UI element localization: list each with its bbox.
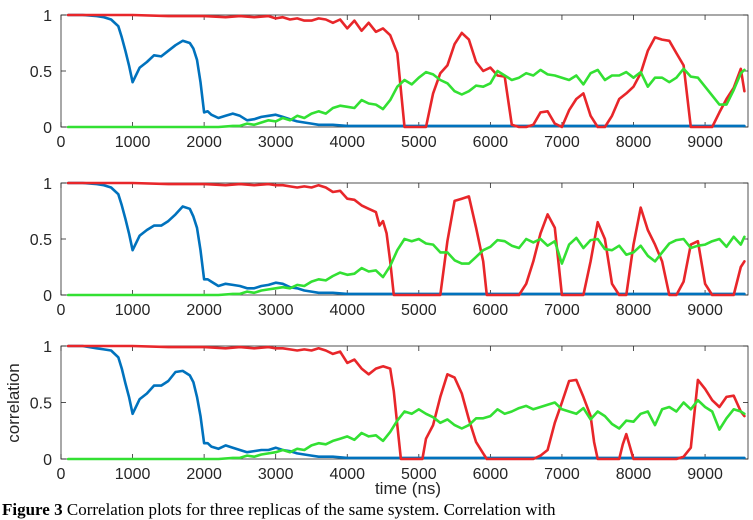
x-tick-label: 7000 [544, 134, 580, 151]
x-tick-label: 9000 [687, 302, 723, 319]
y-tick-label: 1 [43, 8, 52, 25]
y-tick-label: 0 [43, 452, 52, 469]
x-tick-label: 5000 [401, 466, 437, 483]
x-tick-label: 1000 [115, 466, 151, 483]
x-tick-label: 2000 [186, 302, 222, 319]
x-tick-label: 2000 [186, 466, 222, 483]
series-line-blue [66, 181, 746, 296]
y-tick-label: 0 [43, 288, 52, 305]
series-line-blue [66, 13, 746, 128]
x-tick-label: 9000 [687, 134, 723, 151]
series-line-red [66, 344, 746, 461]
panel-replica-3: 0 1000 2000 3000 4000 5000 6000 7000 8000 9000 0 0.… [30, 339, 749, 483]
x-tick-label: 1000 [115, 134, 151, 151]
x-tick-label: 8000 [616, 466, 652, 483]
x-tick-label: 5000 [401, 134, 437, 151]
x-tick-label: 8000 [616, 134, 652, 151]
y-tick-label: 0.5 [30, 64, 52, 81]
series-line-red [66, 13, 746, 129]
x-tick-label: 6000 [473, 134, 509, 151]
x-axis-label: time (ns) [375, 479, 441, 498]
x-tick-label: 3000 [258, 302, 294, 319]
x-tick-label: 9000 [687, 466, 723, 483]
caption-text: Correlation plots for three replicas of … [66, 500, 556, 519]
x-tick-label: 3000 [258, 466, 294, 483]
series-line-green [66, 235, 746, 297]
caption-prefix: Figure 3 [2, 500, 63, 519]
y-axis-label: correlation [4, 363, 23, 442]
x-tick-label: 3000 [258, 134, 294, 151]
x-tick-label: 2000 [186, 134, 222, 151]
y-tick-label: 0.5 [30, 232, 52, 249]
correlation-figure: 0 1000 2000 3000 4000 5000 6000 7000 8000 900000.… [4, 8, 749, 498]
x-tick-label: 5000 [401, 302, 437, 319]
x-tick-label: 6000 [473, 302, 509, 319]
plot-area [60, 14, 749, 128]
y-tick-label: 0 [43, 120, 52, 137]
plot-area [60, 345, 749, 460]
x-tick-label: 1000 [115, 302, 151, 319]
series-line-green [66, 67, 746, 129]
series-line-red [66, 181, 746, 297]
series-line-blue [66, 344, 746, 460]
series-line-green [66, 398, 746, 461]
x-tick-label: 8000 [616, 302, 652, 319]
x-tick-label: 4000 [329, 134, 365, 151]
x-tick-label: 4000 [329, 302, 365, 319]
x-tick-label: 6000 [473, 466, 509, 483]
x-tick-label: 4000 [329, 466, 365, 483]
y-tick-label: 1 [43, 339, 52, 356]
x-tick-label: 0 [57, 134, 66, 151]
panel-replica-2: 0 1000 2000 3000 4000 5000 6000 7000 8000 9000 0 0.… [30, 176, 749, 319]
x-tick-label: 0 [57, 466, 66, 483]
figure-caption: Figure 3 Correlation plots for three rep… [2, 500, 753, 520]
y-tick-label: 0.5 [30, 396, 52, 413]
panel-replica-1: 0 1000 2000 3000 4000 5000 6000 7000 8000 9000 0 0.… [30, 8, 749, 151]
x-tick-label: 7000 [544, 302, 580, 319]
x-tick-label: 0 [57, 302, 66, 319]
x-tick-label: 7000 [544, 466, 580, 483]
y-tick-label: 1 [43, 176, 52, 193]
